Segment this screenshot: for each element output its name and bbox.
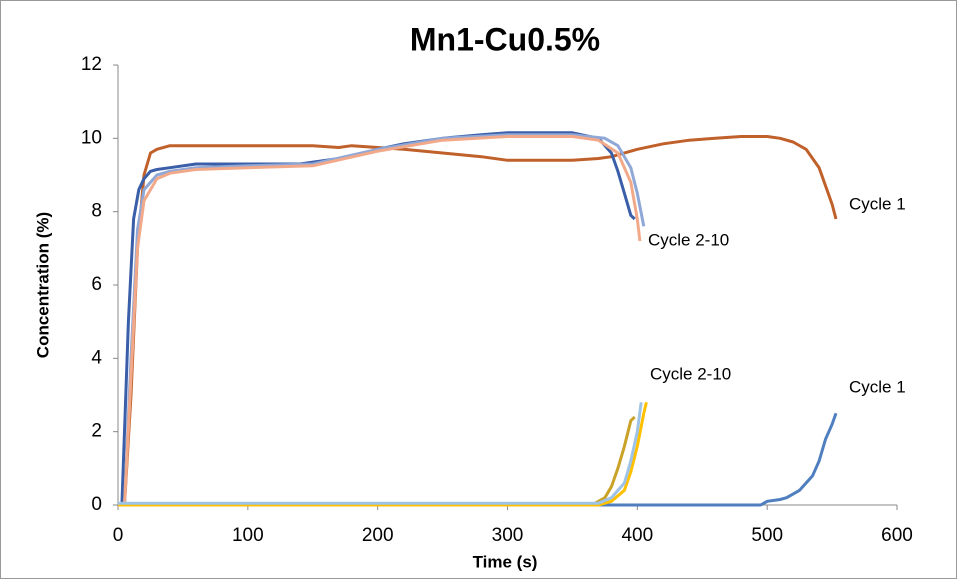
y-tick-label: 4: [91, 347, 102, 368]
x-tick-label: 600: [881, 525, 913, 546]
x-tick-label: 100: [232, 525, 264, 546]
y-tick-label: 8: [91, 201, 102, 222]
x-axis-label: Time (s): [473, 552, 538, 571]
x-tick-label: 300: [492, 525, 524, 546]
y-tick-label: 0: [91, 494, 102, 515]
series-line: [123, 133, 646, 506]
series-line: [123, 135, 642, 506]
series-line: [118, 412, 838, 507]
x-tick-label: 0: [113, 525, 124, 546]
annotation: Cycle 2-10: [648, 230, 729, 249]
series-line: [118, 401, 648, 507]
annotation: Cycle 2-10: [650, 364, 731, 383]
x-tick-label: 200: [362, 525, 394, 546]
series-line: [118, 402, 643, 505]
y-axis-label: Concentration (%): [33, 212, 52, 358]
x-tick-label: 500: [751, 525, 783, 546]
y-tick-label: 10: [81, 127, 102, 148]
annotation: Cycle 1: [849, 194, 906, 213]
y-tick-label: 6: [91, 274, 102, 295]
series-line: [123, 135, 838, 506]
y-tick-label: 12: [81, 54, 102, 75]
annotation: Cycle 1: [849, 377, 906, 396]
x-tick-label: 400: [621, 525, 653, 546]
chart-title: Mn1-Cu0.5%: [410, 21, 600, 57]
y-tick-label: 2: [91, 421, 102, 442]
